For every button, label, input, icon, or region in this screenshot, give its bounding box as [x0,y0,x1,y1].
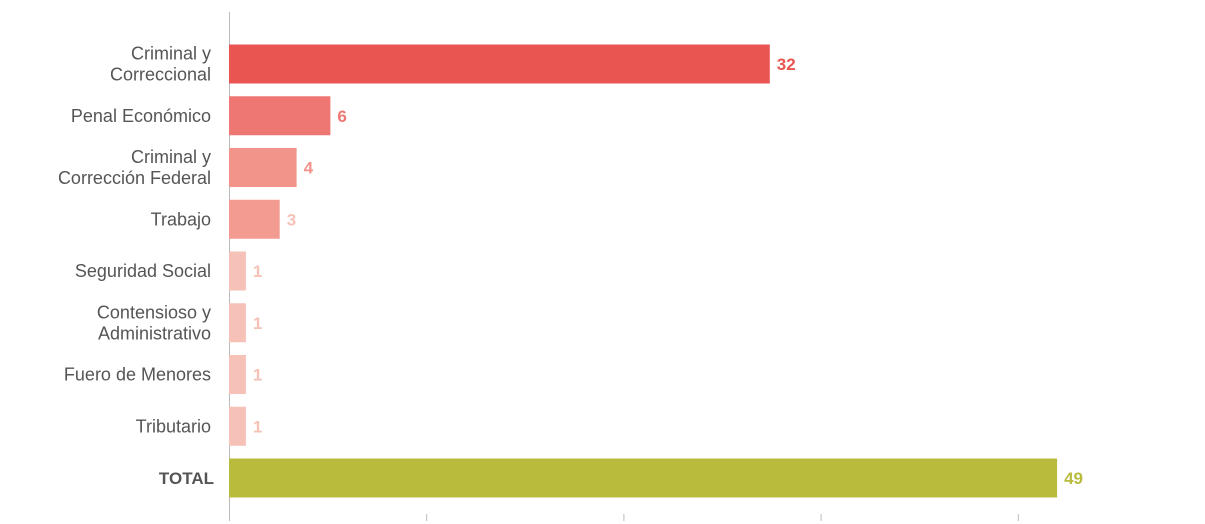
category-label: Seguridad Social [75,261,211,281]
value-label: 32 [777,55,796,74]
category-label-line: Trabajo [151,209,211,229]
category-label-line: Tributario [136,416,211,436]
category-label-total: TOTAL [159,469,214,488]
category-label: Penal Económico [71,106,211,126]
bars-layer [229,44,1058,498]
category-label-line: Corrección Federal [58,168,211,188]
category-label: Contensioso y Administrativo [97,302,211,343]
value-label: 1 [253,314,262,333]
axis-layer [229,12,1019,521]
value-label: 6 [337,107,346,126]
category-label: Fuero de Menores [64,365,211,385]
bar [229,251,246,291]
value-label: 1 [253,366,262,385]
category-label-line: Seguridad Social [75,261,211,281]
category-label: Tributario [136,416,211,436]
bar [229,406,246,446]
category-label: Criminal y Corrección Federal [58,147,211,188]
category-label-line: Administrativo [98,323,211,343]
category-label-line: Criminal y [131,44,211,64]
category-label-line: Penal Económico [71,106,211,126]
value-label-total: 49 [1064,469,1083,488]
value-label: 4 [304,159,314,178]
bar-total [229,458,1058,498]
category-label-line: Criminal y [131,147,211,167]
bar [229,148,297,187]
value-label: 3 [287,210,296,229]
bar [229,96,331,136]
category-label-line: Fuero de Menores [64,365,211,385]
value-label: 1 [253,262,262,281]
bar [229,303,246,343]
value-label: 1 [253,417,262,436]
category-label: Trabajo [151,209,211,229]
bar [229,355,246,394]
bar [229,199,280,239]
category-label: Criminal y Correccional [110,44,211,85]
category-label-line: Correccional [110,65,211,85]
bar [229,44,770,84]
category-label-line: TOTAL [159,469,214,488]
category-label-line: Contensioso y [97,302,211,322]
